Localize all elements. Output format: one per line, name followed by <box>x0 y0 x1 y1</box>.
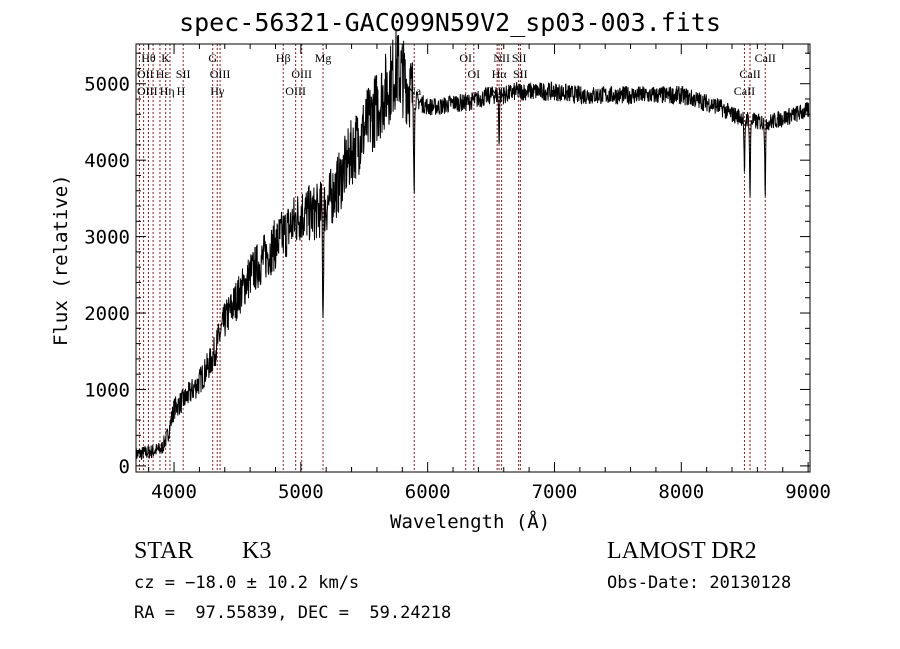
x-axis-label: Wavelength (Å) <box>390 511 551 533</box>
x-tick-label: 8000 <box>658 481 704 503</box>
y-tick-label: 4000 <box>84 150 130 172</box>
line-label: SII <box>176 67 191 81</box>
y-tick-label: 3000 <box>84 227 130 249</box>
y-tick-label: 0 <box>119 456 130 478</box>
line-label: Hβ <box>276 51 291 65</box>
x-tick-label: 4000 <box>151 481 197 503</box>
obs-date: Obs-Date: 20130128 <box>607 573 792 593</box>
line-label: K <box>161 51 170 65</box>
line-label: CaII <box>734 84 755 98</box>
x-tick-label: 5000 <box>278 481 324 503</box>
line-label: OIII <box>291 67 312 81</box>
line-label: Hε <box>156 67 170 81</box>
y-tick-label: 2000 <box>84 303 130 325</box>
line-label: Na <box>407 84 422 98</box>
coordinates: RA = 97.55839, DEC = 59.24218 <box>134 603 452 623</box>
chart-title: spec-56321-GAC099N59V2_sp03-003.fits <box>179 8 721 37</box>
x-tick-label: 7000 <box>532 481 578 503</box>
x-tick-label: 9000 <box>785 481 831 503</box>
line-label: H <box>177 84 186 98</box>
x-tick-label: 6000 <box>405 481 451 503</box>
line-label: NII <box>489 84 506 98</box>
line-label: OI <box>459 51 472 65</box>
line-label: Hθ <box>141 51 156 65</box>
line-label: OIII <box>137 84 158 98</box>
survey-label: LAMOST DR2 <box>607 538 757 564</box>
line-label: CaII <box>739 67 760 81</box>
line-label: OII <box>137 67 154 81</box>
line-label: G <box>208 51 217 65</box>
plot-frame <box>135 43 811 473</box>
line-label: Hγ <box>210 84 225 98</box>
object-subclass: K3 <box>242 538 272 564</box>
line-label: SII <box>513 67 528 81</box>
y-tick-label: 5000 <box>84 74 130 96</box>
line-label: OIII <box>285 84 306 98</box>
line-label: CaII <box>755 51 776 65</box>
line-label: SII <box>512 51 527 65</box>
object-class: STAR <box>134 538 194 564</box>
y-axis-label: Flux (relative) <box>50 174 72 346</box>
redshift-cz: cz = −18.0 ± 10.2 km/s <box>134 573 360 593</box>
line-label: OIII <box>210 67 231 81</box>
line-label: Hη <box>160 84 175 98</box>
line-label: NII <box>493 51 510 65</box>
line-label: OI <box>468 67 481 81</box>
line-label: Mg <box>315 51 332 65</box>
spectrum-line <box>135 28 810 462</box>
line-label: Hα <box>492 67 508 81</box>
y-tick-label: 1000 <box>84 379 130 401</box>
